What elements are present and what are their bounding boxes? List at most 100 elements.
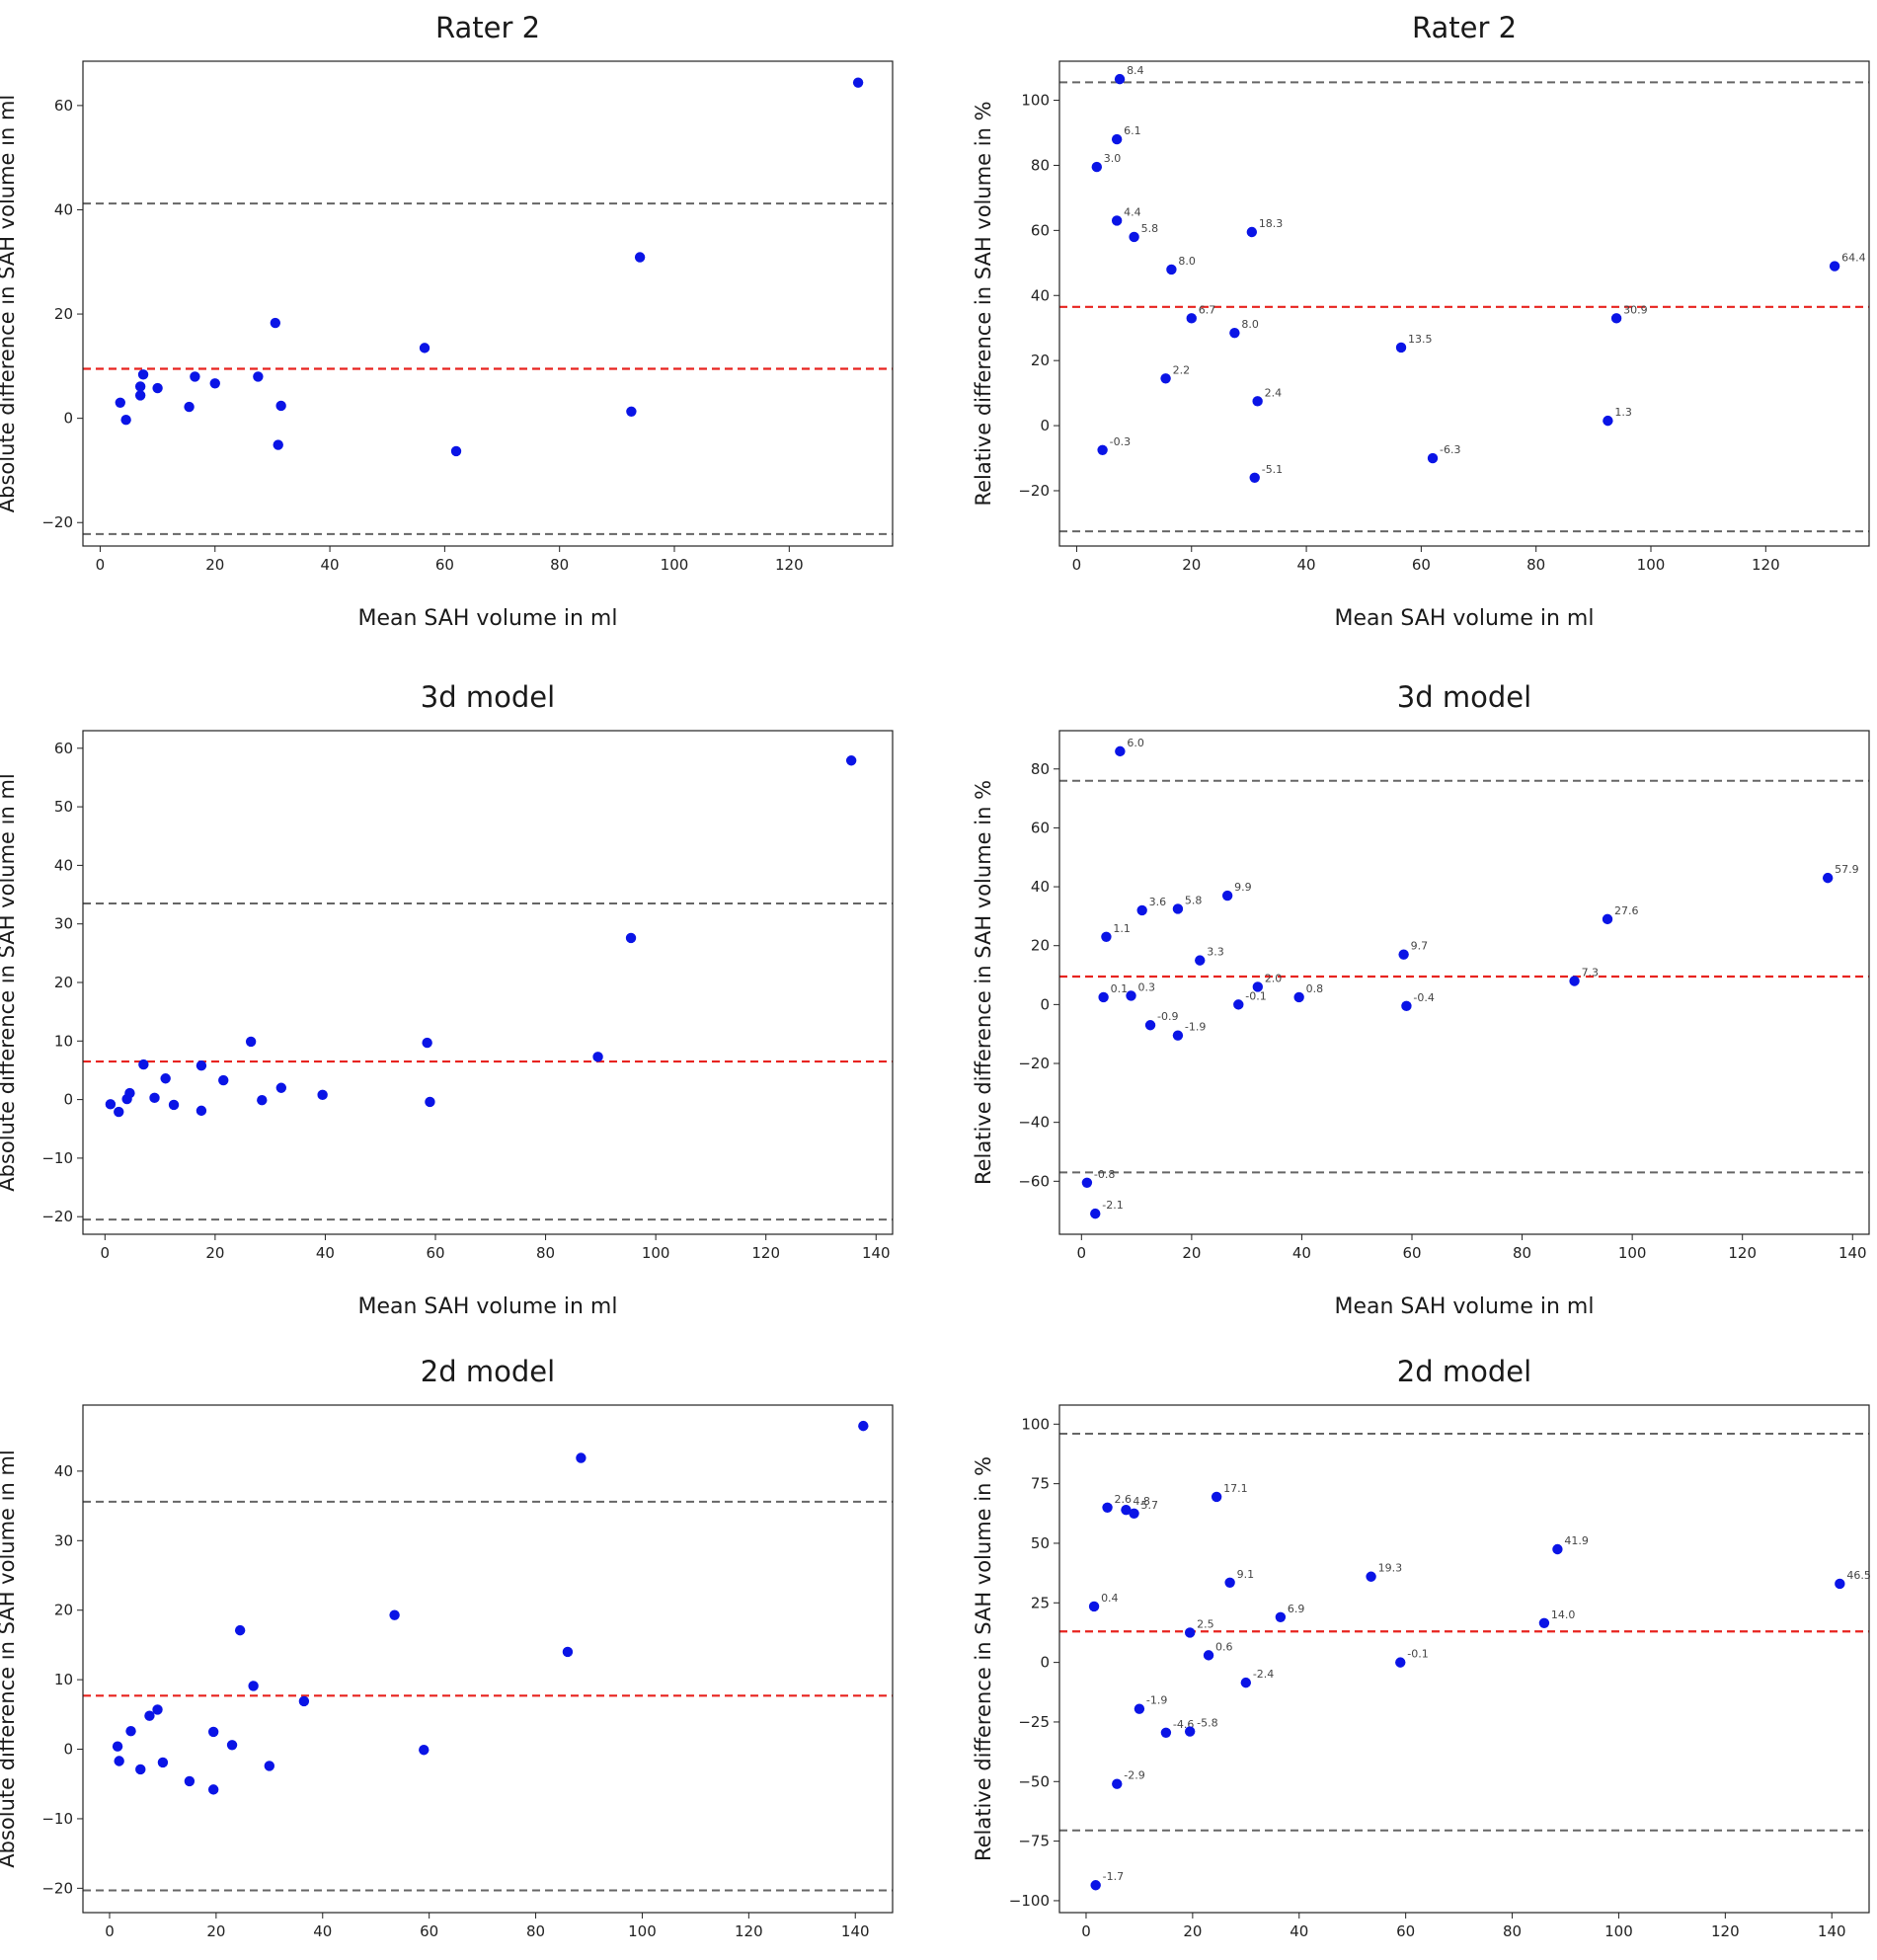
data-point: [1275, 1611, 1287, 1622]
data-point: [1203, 1650, 1214, 1661]
x-tick-label: 40: [1292, 1244, 1311, 1262]
data-point: [1136, 904, 1147, 916]
data-point: [1091, 161, 1103, 173]
y-axis-label: Absolute difference in SAH volume in ml: [0, 1450, 19, 1868]
data-point-label: 8.0: [1241, 318, 1259, 331]
data-point: [626, 406, 637, 417]
y-tick-label: 30: [54, 915, 73, 933]
data-point: [1395, 342, 1407, 353]
y-tick-label: −50: [1018, 1772, 1050, 1790]
x-tick-label: 120: [1711, 1922, 1740, 1940]
data-point: [425, 1096, 435, 1108]
y-tick-label: 20: [54, 305, 73, 323]
x-tick-label: 0: [1072, 556, 1082, 574]
panel-rater2-absolute: Rater 2 Mean SAH volume in ml Absolute dif…: [0, 11, 894, 631]
data-point: [1090, 1208, 1101, 1219]
y-axis-label: Relative difference in SAH volume in %: [972, 101, 995, 506]
data-point-label: 57.9: [1835, 863, 1859, 876]
x-tick-label: 0: [96, 556, 106, 574]
data-point: [1366, 1571, 1376, 1582]
y-tick-label: 10: [54, 1032, 73, 1050]
data-point-label: 3.0: [1104, 152, 1122, 165]
data-point: [1112, 1778, 1123, 1789]
data-point: [576, 1452, 587, 1463]
y-tick-label: 0: [63, 410, 73, 428]
data-point: [389, 1609, 400, 1620]
data-point: [1184, 1627, 1196, 1638]
y-tick-label: −10: [41, 1149, 73, 1167]
data-point: [1144, 1020, 1156, 1031]
x-tick-label: 80: [550, 556, 569, 574]
x-tick-label: 140: [841, 1922, 870, 1940]
data-point: [1211, 1491, 1222, 1503]
y-tick-label: −20: [41, 513, 73, 531]
panel-3d-model-absolute: 3d model Mean SAH volume in ml Absolute di…: [0, 680, 894, 1319]
data-point: [1114, 73, 1126, 85]
x-tick-label: 40: [316, 1244, 335, 1262]
x-tick-label: 60: [1402, 1244, 1421, 1262]
y-tick-label: 60: [1031, 221, 1050, 239]
data-point-label: 7.3: [1582, 967, 1600, 980]
data-point-label: -2.4: [1253, 1668, 1274, 1681]
y-tick-label: 0: [1040, 995, 1050, 1013]
plot-frame: [1058, 730, 1870, 1235]
data-point: [1166, 264, 1177, 275]
x-tick-label: 100: [1604, 1922, 1633, 1940]
data-point: [317, 1089, 328, 1101]
data-point-label: 4.8: [1133, 1495, 1150, 1508]
data-point: [257, 1094, 268, 1106]
data-point: [1172, 903, 1184, 914]
data-point-label: 4.4: [1124, 205, 1141, 218]
panel-3d-model-relative: 3d model Mean SAH volume in ml Relative di…: [972, 680, 1870, 1319]
data-point: [209, 378, 220, 389]
data-point: [190, 371, 200, 382]
data-point: [138, 1058, 149, 1070]
data-point: [450, 445, 462, 457]
data-point-label: 41.9: [1564, 1534, 1589, 1547]
y-tick-label: 0: [63, 1091, 73, 1109]
data-point-label: 14.0: [1551, 1608, 1576, 1621]
y-tick-label: 100: [1021, 1415, 1050, 1433]
x-tick-label: 60: [420, 1922, 438, 1940]
data-point-label: 6.7: [1199, 303, 1216, 316]
data-point-label: 2.5: [1197, 1617, 1214, 1630]
data-point: [184, 1775, 196, 1787]
data-point: [135, 1764, 146, 1775]
y-tick-label: 0: [1040, 1654, 1050, 1672]
chart-title: Rater 2: [1412, 11, 1517, 44]
data-point-label: 3.6: [1149, 896, 1167, 908]
data-point: [157, 1757, 169, 1768]
x-tick-label: 100: [661, 556, 689, 574]
data-point: [1097, 444, 1108, 455]
data-point-label: 1.1: [1113, 922, 1131, 935]
data-point: [1101, 931, 1112, 942]
y-tick-label: 20: [54, 1602, 73, 1619]
data-point: [1111, 215, 1123, 226]
data-point-label: -2.9: [1124, 1769, 1144, 1782]
data-point: [1829, 261, 1840, 272]
data-point-label: 19.3: [1378, 1562, 1403, 1575]
data-point: [275, 1082, 287, 1093]
y-tick-label: 30: [54, 1531, 73, 1549]
data-point: [125, 1726, 136, 1737]
y-tick-label: 50: [54, 798, 73, 816]
data-point: [134, 390, 146, 401]
data-point-label: 5.7: [1141, 1499, 1159, 1512]
data-point: [422, 1037, 432, 1049]
plot-frame: [82, 60, 894, 547]
chart-title: 2d model: [421, 1355, 555, 1388]
x-tick-label: 100: [1618, 1244, 1647, 1262]
data-point: [149, 1092, 160, 1104]
y-tick-label: 80: [1031, 760, 1050, 778]
data-point-label: 0.6: [1215, 1640, 1233, 1653]
data-point-label: 5.8: [1141, 222, 1159, 235]
data-point-label: 0.4: [1101, 1592, 1119, 1605]
data-point: [1081, 1177, 1093, 1189]
y-tick-label: −75: [1018, 1833, 1050, 1850]
x-tick-label: 20: [1183, 1922, 1202, 1940]
data-point: [273, 439, 283, 450]
data-point: [1427, 452, 1439, 464]
data-point: [419, 343, 430, 353]
x-tick-label: 20: [1182, 1244, 1201, 1262]
